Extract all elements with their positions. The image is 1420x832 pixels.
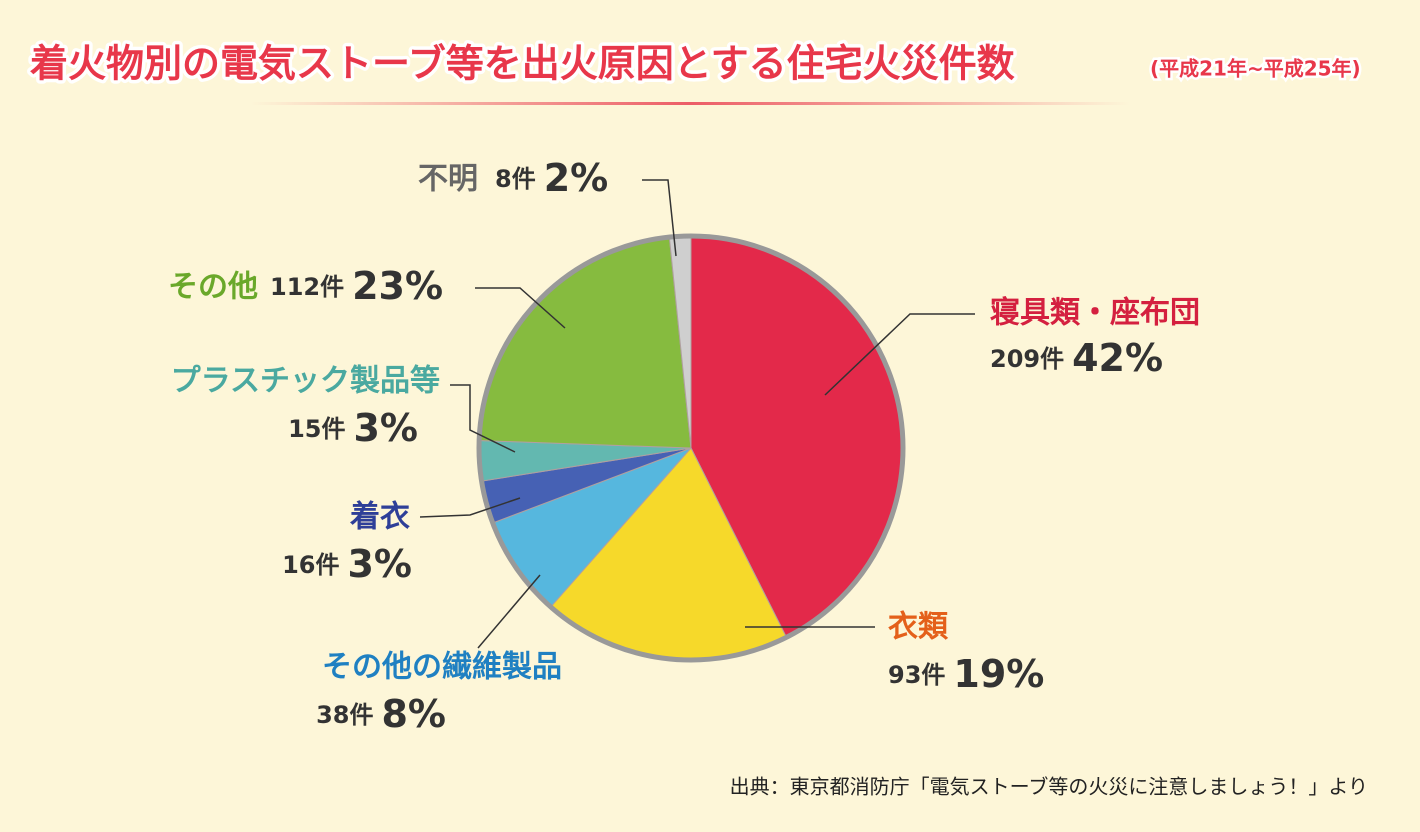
count-label: 15件 — [288, 415, 345, 443]
value-label: 38件 8% — [316, 692, 446, 736]
value-label: 8件 2% — [495, 156, 608, 200]
category-label: その他の繊維製品 — [322, 650, 562, 685]
count-label: 16件 — [282, 551, 339, 579]
percent-label: 8% — [381, 692, 446, 736]
pie-outline — [476, 233, 906, 663]
category-label: その他 — [168, 270, 258, 305]
category-label: 着衣 — [350, 500, 410, 535]
percent-label: 23% — [352, 264, 443, 308]
leader-line — [419, 497, 521, 518]
count-label: 38件 — [316, 701, 373, 729]
count-label: 8件 — [495, 165, 536, 193]
category-label: プラスチック製品等 — [171, 364, 440, 399]
percent-label: 3% — [347, 542, 412, 586]
percent-label: 3% — [353, 406, 418, 450]
leader-line — [475, 287, 566, 329]
source-note: 出典：東京都消防庁「電気ストーブ等の火災に注意しましょう！」より — [730, 775, 1368, 799]
title-underline — [250, 102, 1130, 105]
percent-label: 19% — [953, 652, 1044, 696]
value-label: 16件 3% — [282, 542, 412, 586]
category-label: 寝具類・座布団 — [990, 296, 1200, 331]
chart-title: 着火物別の電気ストーブ等を出火原因とする住宅火災件数 — [30, 42, 1015, 86]
percent-label: 42% — [1072, 336, 1163, 380]
pie-slice — [478, 236, 692, 449]
leader-line — [477, 574, 541, 649]
value-label: 209件 42% — [990, 336, 1163, 380]
count-label: 93件 — [888, 661, 945, 689]
count-label: 112件 — [270, 273, 344, 301]
category-label: 衣類 — [888, 610, 949, 645]
percent-label: 2% — [544, 156, 609, 200]
leader-line — [642, 179, 677, 257]
category-label: 不明 — [418, 162, 478, 197]
chart-subtitle: (平成21年~平成25年) — [1150, 57, 1361, 81]
count-label: 209件 — [990, 345, 1064, 373]
value-label: 112件 23% — [270, 264, 443, 308]
leader-line — [450, 384, 516, 453]
leader-line — [824, 313, 975, 396]
value-label: 93件 19% — [888, 652, 1044, 696]
value-label: 15件 3% — [288, 406, 418, 450]
